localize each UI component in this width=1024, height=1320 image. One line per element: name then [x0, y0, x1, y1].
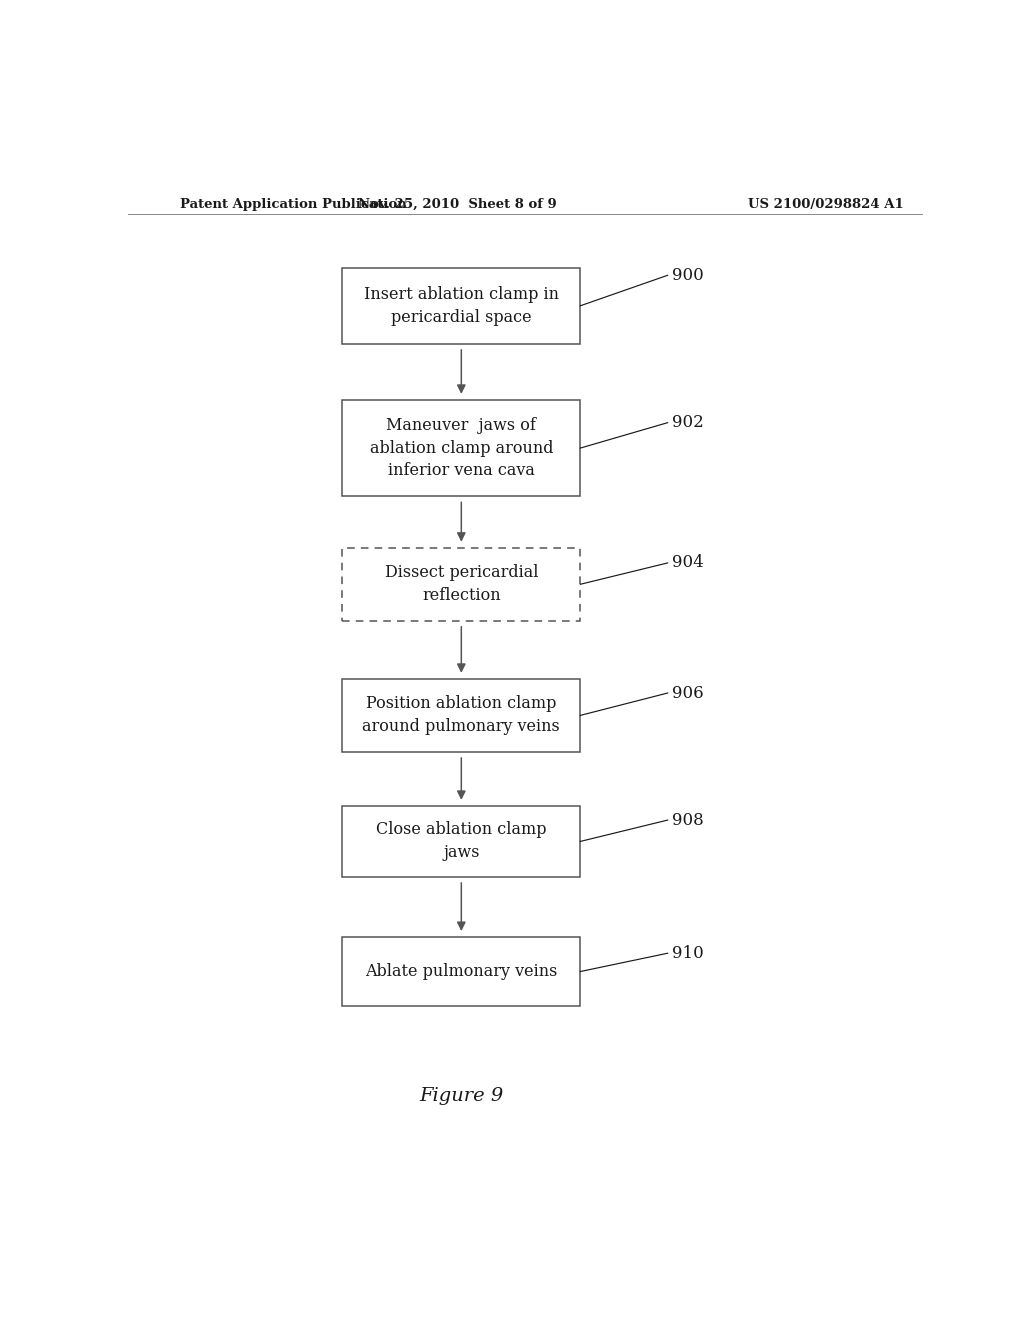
Bar — [342, 548, 581, 620]
Bar — [342, 678, 581, 752]
Text: 908: 908 — [672, 812, 703, 829]
Text: Figure 9: Figure 9 — [419, 1086, 504, 1105]
Text: Patent Application Publication: Patent Application Publication — [179, 198, 407, 211]
Text: Insert ablation clamp in
pericardial space: Insert ablation clamp in pericardial spa… — [364, 286, 559, 326]
Text: Maneuver  jaws of
ablation clamp around
inferior vena cava: Maneuver jaws of ablation clamp around i… — [370, 417, 553, 479]
Text: Close ablation clamp
jaws: Close ablation clamp jaws — [376, 821, 547, 862]
Text: Dissect pericardial
reflection: Dissect pericardial reflection — [385, 565, 538, 605]
Text: US 2100/0298824 A1: US 2100/0298824 A1 — [749, 198, 904, 211]
Bar — [342, 805, 581, 876]
Text: 910: 910 — [672, 945, 703, 962]
Text: Nov. 25, 2010  Sheet 8 of 9: Nov. 25, 2010 Sheet 8 of 9 — [358, 198, 557, 211]
Bar — [342, 937, 581, 1006]
Text: 900: 900 — [672, 267, 703, 284]
Text: Position ablation clamp
around pulmonary veins: Position ablation clamp around pulmonary… — [362, 696, 560, 735]
Bar — [342, 400, 581, 496]
Text: 906: 906 — [672, 685, 703, 701]
Text: Ablate pulmonary veins: Ablate pulmonary veins — [366, 964, 557, 979]
Text: 904: 904 — [672, 554, 703, 572]
Text: 902: 902 — [672, 414, 703, 432]
Bar — [342, 268, 581, 345]
